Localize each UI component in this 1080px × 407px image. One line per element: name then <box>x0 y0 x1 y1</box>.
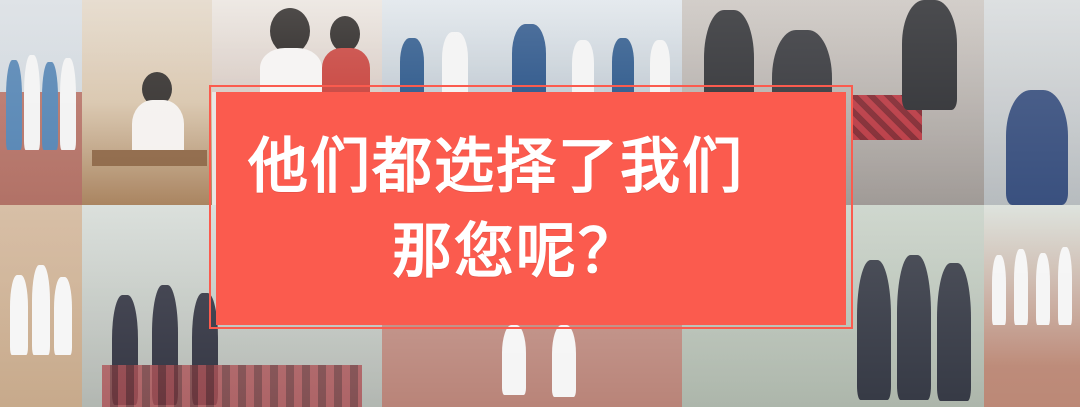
photo-girls-reading <box>212 0 382 92</box>
photo-track-legs <box>382 325 682 407</box>
photo-student-wall <box>984 0 1080 205</box>
banner-outline <box>209 85 853 329</box>
headline-line-2: 那您呢？ <box>392 217 640 287</box>
headline-line-1: 他们都选择了我们 <box>248 132 744 202</box>
photo-assembly <box>984 205 1080 407</box>
photo-stairs <box>0 205 82 407</box>
photo-marching-students <box>382 0 682 92</box>
photo-students-track <box>0 0 82 205</box>
photo-classroom <box>82 0 212 205</box>
banner-box <box>216 92 846 325</box>
